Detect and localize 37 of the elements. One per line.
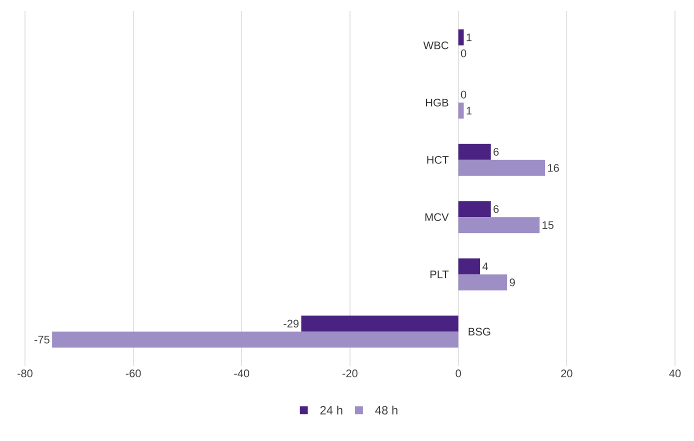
x-tick-label: -60 <box>126 370 141 378</box>
data-label: 0 <box>460 50 466 58</box>
y-tick-label: HGB <box>426 98 448 106</box>
bar <box>52 332 458 348</box>
y-tick-label: BSG <box>468 328 490 336</box>
x-tick-label: 20 <box>561 370 572 378</box>
x-tick-label: -20 <box>342 370 358 378</box>
data-label: 6 <box>494 148 499 156</box>
data-label: 16 <box>548 164 559 172</box>
data-label: 1 <box>466 34 472 42</box>
x-tick-label: -40 <box>234 370 250 378</box>
bar <box>458 102 464 119</box>
y-tick-label: HCT <box>427 156 449 164</box>
bar <box>458 201 491 218</box>
data-label: -29 <box>284 320 299 328</box>
x-tick-label: 0 <box>456 370 461 378</box>
legend-label: 24 h <box>320 406 342 414</box>
bar <box>458 217 540 234</box>
data-label: -75 <box>34 336 50 344</box>
x-tick-label: 40 <box>669 370 681 378</box>
data-label: 6 <box>494 205 499 213</box>
data-label: 4 <box>482 262 488 270</box>
bar <box>301 316 458 332</box>
bar <box>458 258 480 274</box>
data-label: 1 <box>466 106 472 114</box>
legend-label: 48 h <box>375 406 398 414</box>
bar <box>458 144 491 160</box>
y-tick-label: WBC <box>423 41 448 50</box>
bar <box>458 29 464 46</box>
data-label: 0 <box>460 90 466 98</box>
bar <box>458 160 546 176</box>
y-tick-label: PLT <box>430 270 449 278</box>
data-label: 15 <box>542 221 554 229</box>
x-tick-label: -80 <box>18 370 32 378</box>
y-tick-label: MCV <box>425 213 449 222</box>
bar <box>458 274 508 290</box>
data-label: 9 <box>510 278 515 286</box>
